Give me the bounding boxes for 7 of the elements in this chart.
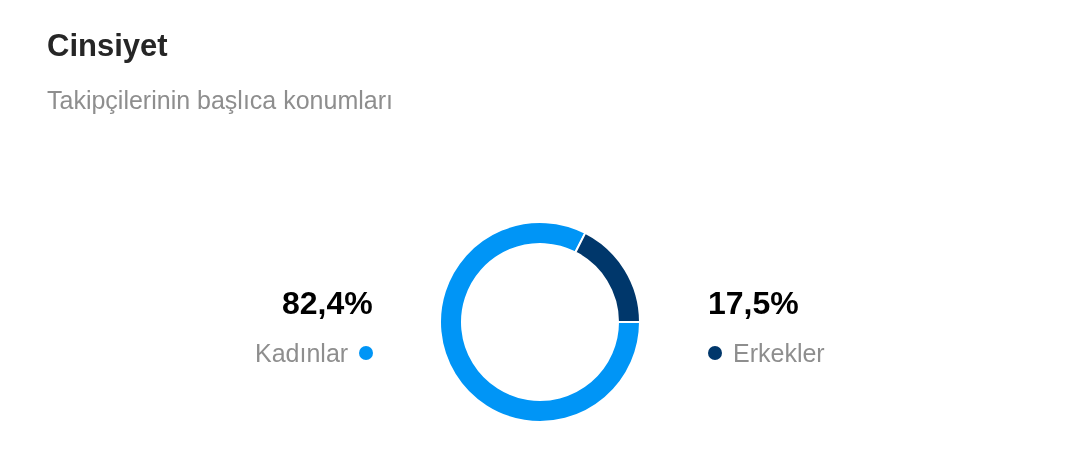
data-label: 82,4% — [282, 285, 373, 321]
slice-label: Kadınlar — [255, 339, 349, 367]
chart-subtitle: Takipçilerinin başlıca konumları — [47, 86, 393, 114]
chart-title: Cinsiyet — [47, 28, 168, 63]
data-label: 17,5% — [708, 285, 799, 321]
legend-label: Erkekler — [733, 339, 825, 367]
donut-slice — [439, 221, 641, 423]
